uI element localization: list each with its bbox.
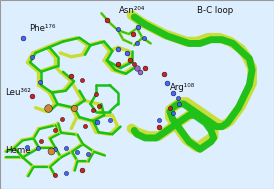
Text: B-C loop: B-C loop xyxy=(197,6,233,15)
Text: Asn²⁰⁴: Asn²⁰⁴ xyxy=(119,6,145,15)
Text: Leu³⁶²: Leu³⁶² xyxy=(5,88,31,97)
Text: Heme: Heme xyxy=(5,146,31,156)
Text: Arg¹⁰⁸: Arg¹⁰⁸ xyxy=(170,83,195,92)
Text: Phe¹⁷⁶: Phe¹⁷⁶ xyxy=(29,24,55,33)
